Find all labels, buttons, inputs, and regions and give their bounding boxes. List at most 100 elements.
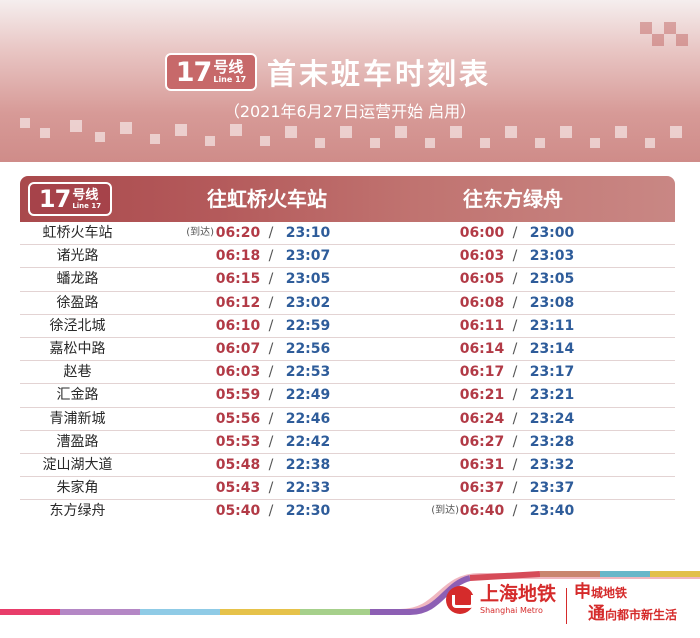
table-row: 朱家角 05:43 / 22:33 06:37 / 23:37	[20, 477, 675, 501]
time-separator: /	[268, 271, 274, 288]
arrival-note: (到达)	[186, 227, 214, 238]
station-name: 蟠龙路	[56, 271, 99, 288]
table-row: 徐盈路 06:12 / 23:02 06:08 / 23:08	[20, 292, 675, 315]
first-train-time: 06:08	[459, 294, 505, 311]
last-train-time: 23:08	[529, 294, 575, 311]
station-name: 诸光路	[56, 248, 99, 265]
first-train-time: 06:20	[215, 225, 261, 241]
last-train-time: 23:00	[529, 225, 575, 241]
time-separator: /	[268, 317, 274, 334]
first-train-time: 05:40	[215, 503, 261, 520]
line-label-en: Line 17	[72, 201, 102, 210]
last-train-time: 23:05	[529, 271, 575, 288]
last-train-time: 23:40	[529, 503, 575, 520]
station-name: 漕盈路	[56, 433, 99, 450]
first-train-time: 06:11	[459, 317, 505, 334]
time-separator: /	[512, 364, 518, 381]
time-separator: /	[268, 225, 274, 241]
table-row: 虹桥火车站 (到达) 06:20 / 23:10 06:00 / 23:00	[20, 222, 675, 246]
header-banner: 17 号线 Line 17 首末班车时刻表 （2021年6月27日运营开始 启用…	[0, 0, 700, 162]
direction-dongfang-header: 往东方绿舟	[463, 187, 563, 211]
first-train-time: 06:15	[215, 271, 261, 288]
page-subtitle: （2021年6月27日运营开始 启用）	[223, 102, 477, 121]
time-separator: /	[512, 433, 518, 450]
time-separator: /	[512, 456, 518, 473]
first-train-time: 06:07	[215, 340, 261, 357]
footer: 上海地铁 Shanghai Metro 申城地铁 通向都市新生活	[0, 560, 700, 638]
last-train-time: 23:28	[529, 433, 575, 450]
time-separator: /	[512, 317, 518, 334]
last-train-time: 23:37	[529, 480, 575, 497]
time-separator: /	[268, 456, 274, 473]
station-name: 青浦新城	[49, 410, 106, 427]
last-train-time: 22:59	[285, 317, 331, 334]
footer-divider	[566, 588, 567, 624]
time-separator: /	[268, 294, 274, 311]
first-train-time: 06:00	[459, 225, 505, 241]
first-train-time: 06:03	[459, 248, 505, 265]
timetable: 17 号线 Line 17 往虹桥火车站 往东方绿舟 虹桥火车站 (到达) 06:2…	[20, 176, 675, 523]
station-name: 赵巷	[63, 364, 92, 381]
last-train-time: 22:30	[285, 503, 331, 520]
time-separator: /	[512, 248, 518, 265]
time-separator: /	[512, 271, 518, 288]
rainbow-track-graphic	[0, 571, 700, 615]
time-separator: /	[268, 340, 274, 357]
table-row: 徐泾北城 06:10 / 22:59 06:11 / 23:11	[20, 315, 675, 338]
line-number: 17	[38, 185, 71, 213]
table-row: 嘉松中路 06:07 / 22:56 06:14 / 23:14	[20, 338, 675, 362]
first-train-time: 06:37	[459, 480, 505, 497]
last-train-time: 23:17	[529, 364, 575, 381]
line-badge: 17 号线 Line 17	[165, 53, 257, 91]
station-name: 嘉松中路	[49, 340, 106, 357]
line-label-en: Line 17	[213, 75, 247, 84]
first-train-time: 06:21	[459, 387, 505, 404]
time-separator: /	[512, 503, 518, 520]
time-separator: /	[512, 225, 518, 241]
timetable-body: 虹桥火车站 (到达) 06:20 / 23:10 06:00 / 23:00 诸光路 06:18 /…	[20, 222, 675, 523]
first-train-time: 06:18	[215, 248, 261, 265]
first-train-time: 06:24	[459, 410, 505, 427]
first-train-time: 06:27	[459, 433, 505, 450]
first-train-time: 06:05	[459, 271, 505, 288]
line-badge-small: 17 号线 Line 17	[28, 182, 112, 216]
last-train-time: 22:42	[285, 433, 331, 450]
first-train-time: 05:43	[215, 480, 261, 497]
last-train-time: 23:11	[529, 317, 575, 334]
table-row: 赵巷 06:03 / 22:53 06:17 / 23:17	[20, 361, 675, 385]
time-separator: /	[268, 410, 274, 427]
station-name: 朱家角	[56, 480, 99, 497]
time-separator: /	[512, 410, 518, 427]
first-train-time: 05:48	[215, 456, 261, 473]
logo-text-en: Shanghai Metro	[480, 606, 543, 615]
table-row: 蟠龙路 06:15 / 23:05 06:05 / 23:05	[20, 268, 675, 292]
table-row: 诸光路 06:18 / 23:07 06:03 / 23:03	[20, 245, 675, 269]
timetable-header: 17 号线 Line 17 往虹桥火车站 往东方绿舟	[20, 176, 675, 222]
station-name: 虹桥火车站	[42, 225, 113, 241]
last-train-time: 23:07	[285, 248, 331, 265]
time-separator: /	[512, 480, 518, 497]
time-separator: /	[268, 503, 274, 520]
slogan-line2-big: 通	[588, 604, 605, 624]
first-train-time: 06:14	[459, 340, 505, 357]
last-train-time: 23:05	[285, 271, 331, 288]
first-train-time: 06:03	[215, 364, 261, 381]
first-train-time: 06:40	[459, 503, 505, 520]
slogan-line1-big: 申	[574, 582, 591, 602]
first-train-time: 06:17	[459, 364, 505, 381]
direction-hongqiao-header: 往虹桥火车站	[207, 187, 327, 211]
last-train-time: 23:21	[529, 387, 575, 404]
line-label-cn: 号线	[213, 58, 244, 76]
slogan-line2-rest: 向都市新生活	[605, 608, 678, 622]
first-train-time: 05:56	[215, 410, 261, 427]
last-train-time: 23:32	[529, 456, 575, 473]
last-train-time: 22:49	[285, 387, 331, 404]
last-train-time: 23:14	[529, 340, 575, 357]
last-train-time: 22:53	[285, 364, 331, 381]
station-name: 东方绿舟	[49, 503, 106, 520]
last-train-time: 23:10	[285, 225, 331, 241]
time-separator: /	[512, 387, 518, 404]
slogan: 申城地铁 通向都市新生活	[574, 584, 677, 623]
first-train-time: 05:59	[215, 387, 261, 404]
first-train-time: 06:31	[459, 456, 505, 473]
